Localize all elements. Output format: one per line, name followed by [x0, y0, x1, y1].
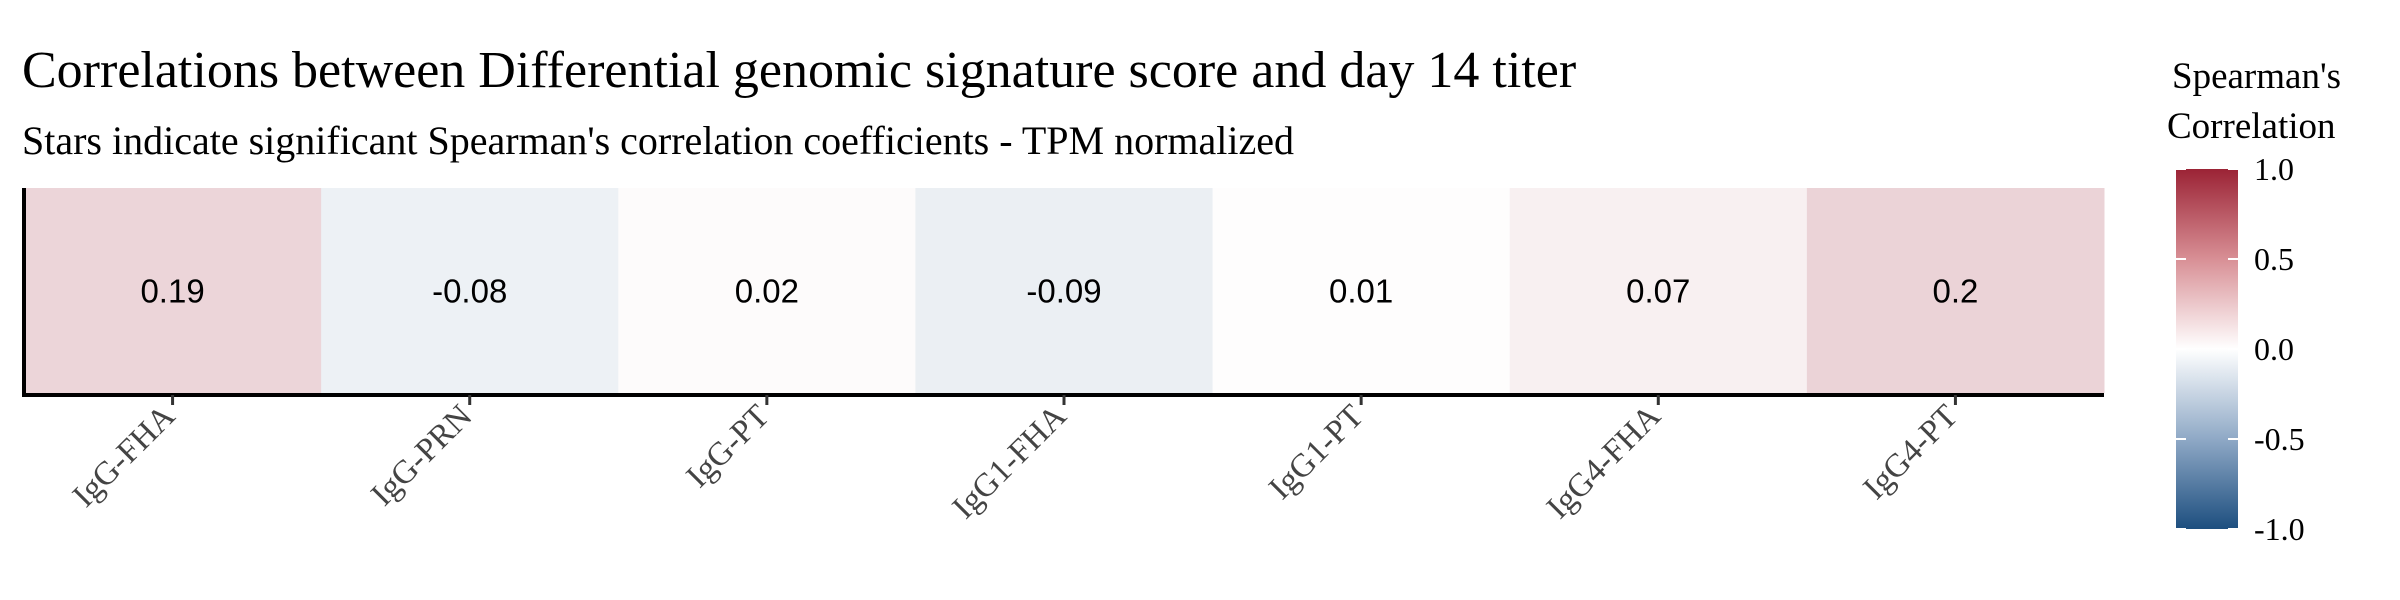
x-axis-ticks — [171, 395, 1957, 405]
x-tick-label-IgG1-FHA: IgG1-FHA — [946, 398, 1074, 526]
cell-value-label: -0.09 — [1026, 273, 1101, 310]
chart-subtitle: Stars indicate significant Spearman's co… — [22, 118, 1294, 163]
cell-value-label: 0.07 — [1626, 273, 1690, 310]
x-tick-label-IgG-FHA: IgG-FHA — [66, 398, 182, 514]
heatmap-cell-IgG4-PT — [1806, 188, 2105, 393]
heatmap-cells — [24, 188, 2105, 393]
legend-tick-label: 0.5 — [2254, 241, 2294, 277]
cell-value-label: 0.01 — [1329, 273, 1393, 310]
legend-tick-label: 1.0 — [2254, 151, 2294, 187]
legend-title-line-2: Correlation — [2167, 106, 2336, 147]
heatmap-cell-IgG1-FHA — [915, 188, 1214, 393]
cell-value-label: 0.02 — [735, 273, 799, 310]
x-tick-label-IgG4-PT: IgG4-PT — [1857, 398, 1965, 506]
cell-value-label: 0.19 — [140, 273, 204, 310]
x-axis-tick-labels: IgG-FHA IgG-PRN IgG-PT IgG1-FHA IgG1-PT IgG4-… — [66, 398, 1965, 526]
heatmap-cell-IgG1-PT — [1212, 188, 1511, 393]
legend-tick-label: -0.5 — [2254, 421, 2305, 457]
heatmap-cell-IgG-FHA — [24, 188, 322, 393]
cell-value-label: -0.08 — [432, 273, 507, 310]
x-tick-label-IgG1-PT: IgG1-PT — [1262, 398, 1370, 506]
cell-value-label: 0.2 — [1932, 273, 1978, 310]
legend-tick-label: 0.0 — [2254, 331, 2294, 367]
x-tick-label-IgG-PRN: IgG-PRN — [364, 398, 479, 513]
legend-colorbar — [2176, 169, 2238, 529]
legend-title-line-1: Spearman's — [2172, 56, 2341, 97]
x-tick-label-IgG-PT: IgG-PT — [680, 398, 777, 495]
heatmap-cell-labels: 0.19 -0.08 0.02 -0.09 0.01 0.07 0.2 — [140, 273, 1978, 310]
legend-tick-label: -1.0 — [2254, 511, 2305, 547]
heatmap-cell-IgG-PRN — [321, 188, 619, 393]
legend: Spearman's Correlation 1.0 0.5 0.0 -0.5 -1.0 — [2167, 56, 2341, 547]
chart-title: Correlations between Differential genomi… — [22, 42, 1576, 99]
x-tick-label-IgG4-FHA: IgG4-FHA — [1540, 398, 1668, 526]
legend-ticks: 1.0 0.5 0.0 -0.5 -1.0 — [2176, 151, 2305, 547]
heatmap-cell-IgG4-FHA — [1509, 188, 1808, 393]
heatmap-cell-IgG-PT — [618, 188, 916, 393]
